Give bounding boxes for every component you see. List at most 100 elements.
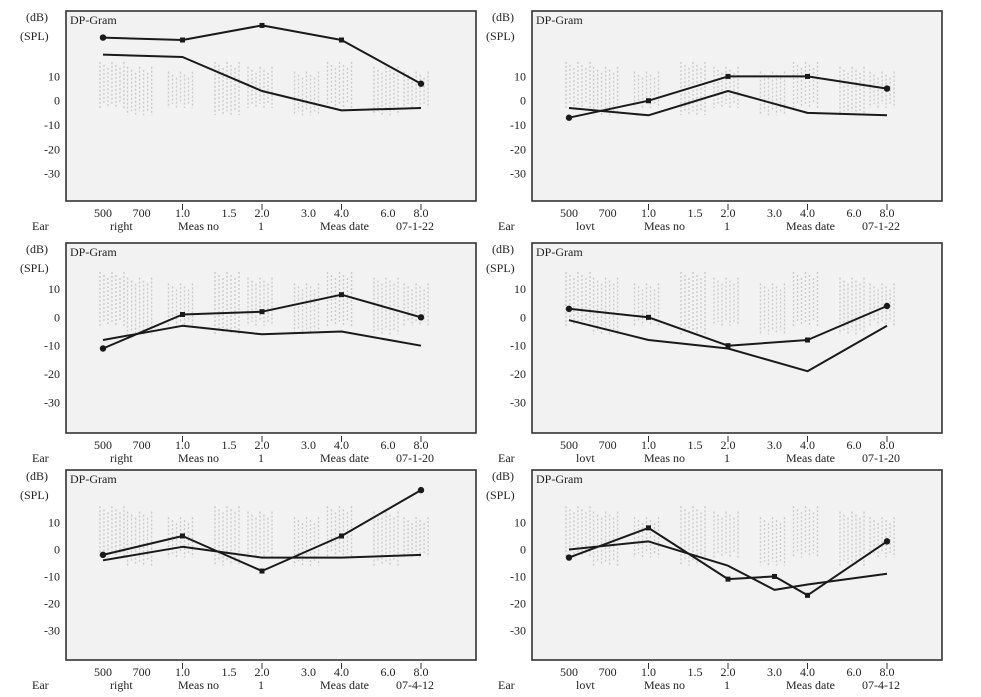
meas-no-label: Meas no — [178, 678, 219, 692]
x-tick-label: 1.5 — [222, 438, 237, 452]
meas-date-value: 07-4-12 — [396, 678, 434, 692]
ear-label: Ear — [32, 678, 49, 692]
x-tick-label: 500 — [94, 438, 112, 452]
x-tick-label: 500 — [94, 206, 112, 220]
x-tick-label: 500 — [560, 665, 578, 679]
meas-no-value: 1 — [724, 219, 730, 233]
data-point — [339, 533, 344, 539]
y-tick-label: 10 — [514, 282, 526, 296]
ear-label: Ear — [32, 219, 49, 233]
y-tick-label: -30 — [44, 167, 60, 181]
dp-gram-chart: DP-Gram (dB) (SPL) 10 0 -10 -20 -30 500 700 1.0 1.5… — [20, 242, 477, 465]
data-point — [565, 305, 573, 313]
ear-value: right — [110, 678, 133, 692]
x-tick-label: 6.0 — [381, 206, 396, 220]
plot-frame — [65, 469, 477, 661]
data-point — [180, 533, 185, 539]
ear-value: right — [110, 451, 133, 465]
data-point — [883, 302, 891, 310]
y-unit-db: (dB) — [26, 242, 48, 256]
y-unit-db: (dB) — [492, 469, 514, 483]
x-tick-label: 6.0 — [381, 438, 396, 452]
meas-no-value: 1 — [258, 678, 264, 692]
dp-gram-chart: DP-Gram (dB) (SPL) 10 0 -10 -20 -30 500 700 1.0 1.5… — [486, 10, 943, 233]
y-tick-label: 0 — [520, 542, 526, 556]
data-point — [646, 525, 651, 531]
data-point — [725, 73, 731, 79]
y-tick-label: 10 — [48, 69, 60, 83]
meas-date-label: Meas date — [786, 219, 835, 233]
chart-title: DP-Gram — [536, 472, 583, 486]
y-unit-spl: (SPL) — [486, 261, 515, 275]
dp-gram-chart: DP-Gram (dB) (SPL) 10 0 -10 -20 -30 500 700 1.0 1.5… — [486, 469, 943, 692]
meas-date-label: Meas date — [320, 451, 369, 465]
x-tick-label: 1.5 — [688, 206, 703, 220]
data-point — [99, 551, 107, 559]
chart-title: DP-Gram — [70, 472, 117, 486]
data-point — [805, 337, 810, 343]
normative-band — [565, 506, 895, 566]
y-tick-label: -10 — [44, 569, 60, 583]
x-tick-label: 2.0 — [721, 438, 736, 452]
x-tick-label: 700 — [133, 665, 151, 679]
x-tick-label: 500 — [560, 206, 578, 220]
series-line-noise — [102, 53, 422, 112]
y-tick-label: 10 — [48, 515, 60, 529]
x-tick-label: 1.0 — [641, 665, 656, 679]
y-tick-label: -20 — [510, 142, 526, 156]
x-tick-label: 8.0 — [880, 665, 895, 679]
meas-date-value: 07-1-20 — [396, 451, 434, 465]
normative-band — [565, 61, 895, 116]
y-tick-label: 10 — [514, 515, 526, 529]
x-tick-label: 3.0 — [301, 438, 316, 452]
data-point — [339, 37, 344, 43]
x-tick-label: 2.0 — [255, 438, 270, 452]
x-tick-label: 1.0 — [641, 438, 656, 452]
x-tick-label: 700 — [133, 438, 151, 452]
x-tick-label: 4.0 — [334, 438, 349, 452]
ear-value: lovt — [576, 678, 595, 692]
data-point — [772, 573, 778, 579]
x-tick-label: 8.0 — [414, 206, 429, 220]
y-tick-label: 0 — [520, 310, 526, 324]
dp-gram-panel-lovt-07-1-22: DP-Gram (dB) (SPL) 10 0 -10 -20 -30 500 700 1.0 1.5… — [484, 8, 954, 233]
meas-no-label: Meas no — [644, 678, 685, 692]
data-point — [417, 486, 425, 494]
data-point — [883, 85, 891, 92]
data-point — [565, 114, 573, 121]
meas-date-value: 07-4-12 — [862, 678, 900, 692]
x-tick-label: 700 — [133, 206, 151, 220]
x-tick-label: 3.0 — [767, 206, 782, 220]
x-tick-label: 6.0 — [381, 665, 396, 679]
meas-date-label: Meas date — [320, 219, 369, 233]
y-unit-spl: (SPL) — [20, 261, 49, 275]
x-tick-label: 4.0 — [334, 206, 349, 220]
x-tick-label: 1.5 — [688, 438, 703, 452]
meas-no-label: Meas no — [178, 219, 219, 233]
meas-no-label: Meas no — [644, 219, 685, 233]
meas-no-label: Meas no — [178, 451, 219, 465]
y-tick-label: -10 — [44, 339, 60, 353]
plot-frame — [531, 242, 943, 434]
meas-no-value: 1 — [724, 678, 730, 692]
x-tick-label: 4.0 — [800, 665, 815, 679]
y-tick-label: -20 — [44, 142, 60, 156]
ear-label: Ear — [32, 451, 49, 465]
y-unit-spl: (SPL) — [20, 488, 49, 502]
plot-frame — [531, 10, 943, 202]
meas-date-label: Meas date — [320, 678, 369, 692]
dp-gram-chart: DP-Gram (dB) (SPL) 10 0 -10 -20 -30 500 700 1.0 1.5… — [20, 10, 477, 233]
y-tick-label: 10 — [48, 282, 60, 296]
plot-frame — [65, 10, 477, 202]
x-tick-label: 6.0 — [847, 438, 862, 452]
x-tick-label: 1.5 — [222, 665, 237, 679]
data-point — [259, 568, 265, 574]
y-tick-label: -10 — [44, 118, 60, 132]
dp-gram-chart: DP-Gram (dB) (SPL) 10 0 -10 -20 -30 500 700 1.0 1.5… — [20, 469, 477, 692]
ear-label: Ear — [498, 451, 515, 465]
y-unit-db: (dB) — [26, 469, 48, 483]
data-point — [339, 292, 344, 298]
x-tick-label: 4.0 — [800, 438, 815, 452]
y-tick-label: -20 — [510, 596, 526, 610]
y-tick-label: 0 — [54, 94, 60, 108]
